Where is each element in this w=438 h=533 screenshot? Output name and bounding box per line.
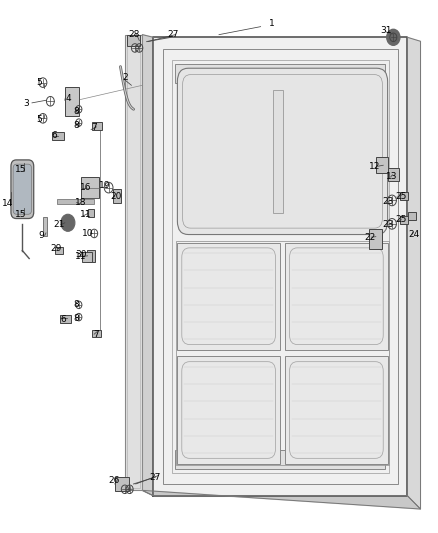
- Bar: [43, 217, 47, 236]
- FancyBboxPatch shape: [11, 160, 34, 219]
- Bar: [388, 168, 399, 181]
- Text: 5: 5: [36, 116, 42, 124]
- Text: 15: 15: [15, 165, 27, 174]
- Bar: [400, 215, 408, 224]
- Text: 24: 24: [408, 230, 420, 239]
- Bar: [88, 209, 94, 217]
- Text: 13: 13: [386, 173, 398, 181]
- Polygon shape: [142, 35, 153, 496]
- Bar: [87, 250, 95, 262]
- Bar: [177, 356, 280, 464]
- Bar: [55, 247, 63, 254]
- Bar: [60, 314, 71, 322]
- Text: 6: 6: [52, 132, 58, 140]
- Bar: [172, 60, 389, 473]
- Bar: [57, 199, 94, 204]
- Bar: [176, 241, 389, 465]
- Bar: [115, 478, 129, 490]
- Text: 19: 19: [99, 181, 111, 190]
- Text: 20: 20: [110, 192, 122, 200]
- Text: 16: 16: [80, 183, 91, 192]
- Bar: [400, 191, 408, 199]
- Bar: [92, 122, 102, 130]
- Bar: [408, 212, 416, 220]
- Text: 6: 6: [60, 316, 67, 324]
- Text: 8: 8: [74, 314, 80, 322]
- Text: 15: 15: [15, 210, 27, 219]
- Text: 4: 4: [65, 94, 71, 103]
- Bar: [369, 229, 382, 249]
- Bar: [52, 132, 64, 140]
- Text: 28: 28: [128, 30, 139, 39]
- Circle shape: [387, 29, 400, 45]
- Bar: [113, 189, 121, 203]
- Text: 22: 22: [364, 233, 376, 241]
- Bar: [127, 35, 140, 46]
- Text: 7: 7: [91, 124, 97, 132]
- Text: 10: 10: [82, 229, 93, 238]
- Text: 26: 26: [108, 477, 120, 485]
- Text: 7: 7: [93, 330, 99, 339]
- Text: 25: 25: [395, 215, 406, 224]
- Bar: [175, 450, 385, 469]
- FancyBboxPatch shape: [13, 164, 32, 214]
- Bar: [127, 37, 140, 488]
- Bar: [92, 330, 101, 337]
- Bar: [163, 49, 398, 484]
- Text: 8: 8: [74, 301, 80, 309]
- Text: 3: 3: [23, 100, 29, 108]
- Bar: [82, 252, 92, 262]
- Text: 25: 25: [395, 192, 406, 200]
- Bar: [285, 243, 388, 350]
- Text: 18: 18: [75, 198, 87, 207]
- Text: 27: 27: [150, 473, 161, 481]
- Bar: [81, 177, 99, 198]
- Text: 8: 8: [74, 121, 80, 130]
- Polygon shape: [407, 37, 420, 509]
- Text: 8: 8: [74, 108, 80, 116]
- Text: 23: 23: [382, 197, 393, 206]
- Text: 2: 2: [122, 73, 127, 82]
- Bar: [177, 243, 280, 350]
- Text: 30: 30: [75, 251, 87, 259]
- Text: 31: 31: [381, 27, 392, 35]
- Text: 5: 5: [36, 78, 42, 87]
- Bar: [125, 35, 142, 490]
- Text: 21: 21: [53, 221, 65, 229]
- Text: 9: 9: [39, 231, 45, 240]
- FancyBboxPatch shape: [177, 68, 388, 235]
- Bar: [376, 157, 388, 173]
- Bar: [65, 86, 79, 116]
- Text: 27: 27: [167, 30, 179, 39]
- Text: 11: 11: [75, 253, 87, 261]
- Text: 14: 14: [2, 199, 14, 208]
- Text: 29: 29: [50, 245, 62, 253]
- Polygon shape: [142, 490, 420, 509]
- Text: 23: 23: [382, 221, 393, 229]
- Bar: [285, 356, 388, 464]
- Text: 11: 11: [80, 210, 91, 219]
- Circle shape: [61, 214, 75, 231]
- Bar: [273, 90, 283, 213]
- Polygon shape: [153, 37, 407, 496]
- Text: 12: 12: [369, 162, 380, 171]
- Bar: [175, 64, 385, 83]
- Text: 1: 1: [268, 20, 275, 28]
